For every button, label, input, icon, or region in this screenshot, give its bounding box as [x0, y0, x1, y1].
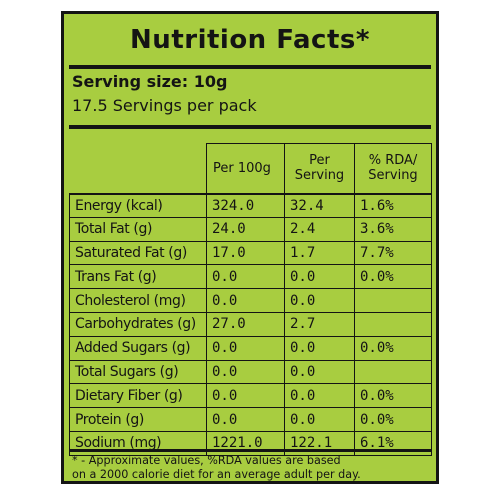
table-row: Total Fat (g) 24.0 2.4 3.6%: [69, 216, 432, 242]
rda-value: 3.6%: [354, 216, 432, 242]
rda-value: 0.0%: [354, 335, 432, 361]
table-row: Added Sugars (g) 0.0 0.0 0.0%: [69, 335, 432, 361]
per-serving-value: 0.0: [284, 335, 355, 361]
table-row: Trans Fat (g) 0.0 0.0 0.0%: [69, 264, 432, 290]
footnote-divider: [69, 449, 431, 452]
per-100g-value: 0.0: [206, 288, 285, 313]
per-serving-value: 0.0: [284, 264, 355, 290]
nutrient-name: Protein (g): [69, 407, 207, 432]
per-serving-value: 32.4: [284, 192, 355, 218]
serving-size: Serving size: 10g: [72, 72, 228, 91]
nutrient-name: Total Fat (g): [69, 216, 207, 242]
rda-value: 1.6%: [354, 192, 432, 218]
per-serving-value: 2.4: [284, 216, 355, 242]
per-100g-value: 0.0: [206, 407, 285, 432]
table-body: Energy (kcal) 324.0 32.4 1.6% Total Fat (g) 2…: [69, 192, 432, 456]
nutrient-name: Carbohydrates (g): [69, 311, 207, 337]
per-100g-value: 0.0: [206, 359, 285, 385]
column-header-per-100g: Per 100g: [206, 143, 285, 194]
per-serving-value: 0.0: [284, 288, 355, 313]
nutrient-name: Saturated Fat (g): [69, 240, 207, 266]
per-serving-value: 0.0: [284, 407, 355, 432]
rda-value: 0.0%: [354, 383, 432, 409]
table-row: Energy (kcal) 324.0 32.4 1.6%: [69, 192, 432, 218]
nutrient-name: Energy (kcal): [69, 192, 207, 218]
nutrition-facts-title: Nutrition Facts*: [130, 25, 370, 55]
servings-per-pack: 17.5 Servings per pack: [72, 96, 257, 115]
table-row: Carbohydrates (g) 27.0 2.7: [69, 311, 432, 337]
rda-value: 0.0%: [354, 264, 432, 290]
per-100g-value: 17.0: [206, 240, 285, 266]
table-row: Cholesterol (mg) 0.0 0.0: [69, 288, 432, 313]
table-row: Saturated Fat (g) 17.0 1.7 7.7%: [69, 240, 432, 266]
title-divider: [69, 65, 431, 69]
rda-value: [354, 311, 432, 337]
per-100g-value: 0.0: [206, 383, 285, 409]
rda-value: [354, 288, 432, 313]
per-serving-value: 1.7: [284, 240, 355, 266]
per-serving-value: 0.0: [284, 383, 355, 409]
per-100g-value: 0.0: [206, 335, 285, 361]
per-100g-value: 27.0: [206, 311, 285, 337]
per-100g-value: 324.0: [206, 192, 285, 218]
nutrient-name: Trans Fat (g): [69, 264, 207, 290]
per-100g-value: 0.0: [206, 264, 285, 290]
column-header-per-serving: Per Serving: [284, 143, 355, 194]
nutrient-name: Total Sugars (g): [69, 359, 207, 385]
column-header-nutrient: [69, 143, 207, 194]
nutrition-table: Per 100g Per Serving % RDA/ Serving Ener…: [69, 143, 432, 456]
nutrient-name: Dietary Fiber (g): [69, 383, 207, 409]
rda-value: 0.0%: [354, 407, 432, 432]
table-row: Protein (g) 0.0 0.0 0.0%: [69, 407, 432, 432]
serving-divider: [69, 125, 431, 129]
nutrient-name: Cholesterol (mg): [69, 288, 207, 313]
per-serving-value: 2.7: [284, 311, 355, 337]
footnote: * - Approximate values, %RDA values are …: [72, 454, 361, 481]
nutrient-name: Added Sugars (g): [69, 335, 207, 361]
rda-value: 7.7%: [354, 240, 432, 266]
per-serving-value: 0.0: [284, 359, 355, 385]
column-header-rda: % RDA/ Serving: [354, 143, 432, 194]
rda-value: [354, 359, 432, 385]
table-row: Dietary Fiber (g) 0.0 0.0 0.0%: [69, 383, 432, 409]
per-100g-value: 24.0: [206, 216, 285, 242]
nutrition-facts-panel: Nutrition Facts* Serving size: 10g 17.5 …: [61, 11, 439, 484]
table-row: Total Sugars (g) 0.0 0.0: [69, 359, 432, 385]
table-header-row: Per 100g Per Serving % RDA/ Serving: [69, 143, 432, 194]
